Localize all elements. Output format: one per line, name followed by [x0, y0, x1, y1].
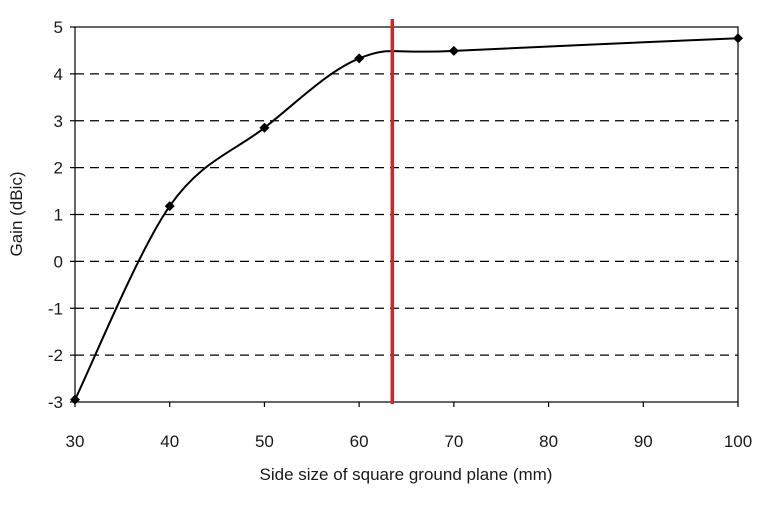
data-point [164, 201, 175, 212]
x-tick-label: 70 [444, 432, 463, 451]
data-point [70, 394, 80, 405]
y-axis-title: Gain (dBic) [7, 171, 26, 256]
x-tick-label: 50 [255, 432, 274, 451]
x-tick-label: 80 [539, 432, 558, 451]
y-tick-label: 5 [54, 18, 63, 37]
y-tick-label: 1 [54, 206, 63, 225]
y-tick-label: 4 [54, 65, 63, 84]
data-point [354, 53, 365, 64]
x-tick-label: 40 [160, 432, 179, 451]
y-tick-label: 3 [54, 112, 63, 131]
y-tick-label: 2 [54, 159, 63, 178]
data-point [259, 122, 270, 133]
x-axis-title: Side size of square ground plane (mm) [260, 465, 553, 484]
x-tick-label: 100 [724, 432, 752, 451]
y-tick-label: -2 [48, 346, 63, 365]
y-tick-label: -1 [48, 299, 63, 318]
series-line [74, 37, 739, 401]
y-tick-label: 0 [54, 252, 63, 271]
data-point [733, 33, 743, 44]
series [70, 33, 743, 405]
axis-ticks [70, 26, 739, 407]
x-tick-label: 60 [350, 432, 369, 451]
x-tick-label: 90 [634, 432, 653, 451]
x-tick-label: 30 [66, 432, 85, 451]
gridlines [75, 73, 738, 356]
tick-labels: -3 -2 -1 0 1 2 3 4 5 30 40 50 60 70 80 90 100 [48, 18, 752, 451]
y-tick-label: -3 [48, 393, 63, 412]
data-point [448, 45, 459, 56]
